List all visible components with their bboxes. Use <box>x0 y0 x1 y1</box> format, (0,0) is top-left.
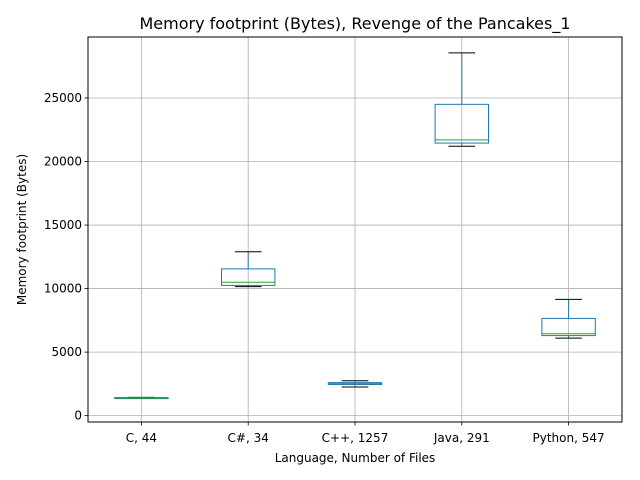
x-tick-label: C#, 34 <box>228 431 269 445</box>
y-axis-label: Memory footprint (Bytes) <box>15 154 29 305</box>
x-axis-label: Language, Number of Files <box>275 451 436 465</box>
x-tick-label: Java, 291 <box>433 431 490 445</box>
box-1 <box>221 251 276 288</box>
box-series <box>114 52 596 400</box>
y-tick-label: 15000 <box>44 218 82 232</box>
grid-lines <box>88 37 622 422</box>
chart-title: Memory footprint (Bytes), Revenge of the… <box>139 14 570 34</box>
y-tick-label: 10000 <box>44 282 82 296</box>
y-tick-label: 0 <box>74 409 82 423</box>
axis-ticks: 0 5000 10000 15000 20000 25000 C, 44 C#, 34 C++,… <box>44 91 605 445</box>
box-2 <box>327 380 383 388</box>
x-tick-label: Python, 547 <box>533 431 605 445</box>
y-tick-label: 20000 <box>44 155 82 169</box>
box-4 <box>541 298 596 339</box>
y-tick-label: 5000 <box>51 345 82 359</box>
box-0 <box>114 396 169 400</box>
iqr-box <box>541 317 596 337</box>
iqr-box <box>221 268 276 286</box>
iqr-box <box>434 103 490 144</box>
y-tick-label: 25000 <box>44 91 82 105</box>
x-tick-label: C++, 1257 <box>322 431 389 445</box>
box-3 <box>434 52 490 147</box>
x-tick-label: C, 44 <box>126 431 157 445</box>
